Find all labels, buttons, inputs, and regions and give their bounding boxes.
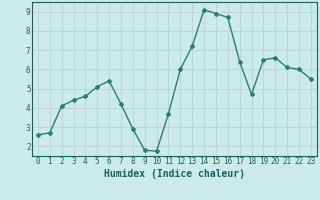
X-axis label: Humidex (Indice chaleur): Humidex (Indice chaleur) <box>104 169 245 179</box>
